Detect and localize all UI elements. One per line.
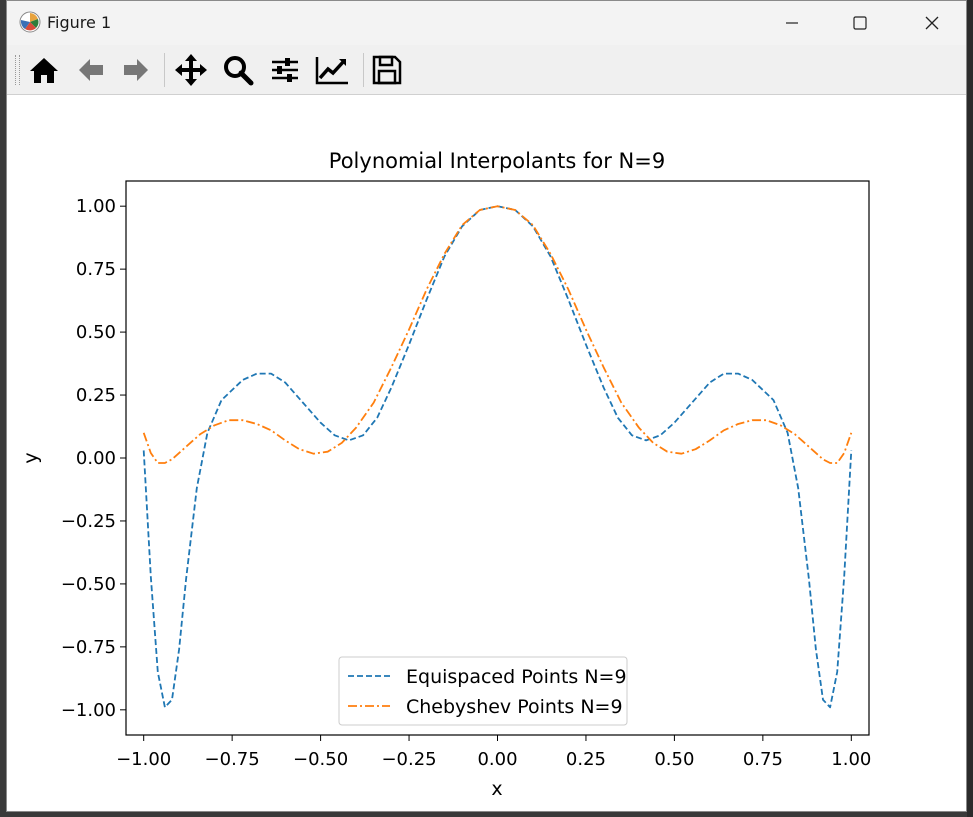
maximize-icon xyxy=(853,16,867,30)
legend-label-chebyshev: Chebyshev Points N=9 xyxy=(406,696,623,718)
x-tick-label: 0.50 xyxy=(654,749,694,770)
window-title: Figure 1 xyxy=(47,13,112,32)
configure-subplots-button[interactable] xyxy=(267,52,303,88)
save-icon xyxy=(372,55,402,85)
edit-axis-button[interactable] xyxy=(314,52,350,88)
edit-axis-icon xyxy=(315,57,348,85)
y-axis-label: y xyxy=(20,452,42,463)
back-icon xyxy=(79,59,103,81)
axes-frame xyxy=(125,180,870,736)
y-tick-label: 0.50 xyxy=(76,322,116,343)
pan-icon xyxy=(175,54,207,86)
y-tick-label: −1.00 xyxy=(61,700,116,721)
configure-subplots-icon xyxy=(272,58,298,82)
close-icon xyxy=(925,16,939,30)
forward-button[interactable] xyxy=(118,52,154,88)
navigation-toolbar xyxy=(7,45,966,95)
matplotlib-app-icon xyxy=(19,11,41,33)
home-button[interactable] xyxy=(26,52,62,88)
zoom-icon xyxy=(224,56,254,86)
forward-icon xyxy=(124,59,148,81)
x-tick-label: 0.75 xyxy=(743,749,783,770)
toolbar-separator xyxy=(363,53,364,87)
series-line-chebyshev xyxy=(142,205,853,464)
legend: Equispaced Points N=9 Chebyshev Points N… xyxy=(338,656,628,726)
pan-button[interactable] xyxy=(173,52,209,88)
x-tick-label: −0.50 xyxy=(293,749,348,770)
zoom-button[interactable] xyxy=(220,52,256,88)
home-icon xyxy=(30,58,58,83)
x-tick-label: −0.25 xyxy=(381,749,436,770)
background-window-edge xyxy=(967,0,973,817)
x-tick-label: 0.00 xyxy=(477,749,517,770)
x-axis: −1.00 −0.75 −0.50 −0.25 0.00 0.25 0.50 0.75 1.00 xyxy=(116,735,871,770)
save-button[interactable] xyxy=(369,52,405,88)
close-button[interactable] xyxy=(897,1,967,45)
title-bar: Figure 1 xyxy=(7,1,966,45)
legend-label-equispaced: Equispaced Points N=9 xyxy=(406,666,627,688)
chart-title: Polynomial Interpolants for N=9 xyxy=(329,149,665,173)
y-tick-label: −0.75 xyxy=(61,637,116,658)
y-tick-label: 1.00 xyxy=(76,196,116,217)
minimize-button[interactable] xyxy=(757,1,827,45)
series-line-equispaced xyxy=(142,205,853,709)
y-tick-label: 0.75 xyxy=(76,259,116,280)
x-tick-label: −0.75 xyxy=(205,749,260,770)
toolbar-grip[interactable] xyxy=(15,55,20,85)
y-tick-label: 0.25 xyxy=(76,385,116,406)
legend-box xyxy=(338,656,628,726)
toolbar-separator xyxy=(164,53,165,87)
y-tick-label: 0.00 xyxy=(76,448,116,469)
back-button[interactable] xyxy=(73,52,109,88)
y-axis: 1.00 0.75 0.50 0.25 0.00 −0.25 −0.50 −0.75 −1.00 xyxy=(61,196,126,721)
x-axis-label: x xyxy=(491,778,502,800)
x-tick-label: −1.00 xyxy=(116,749,171,770)
x-tick-label: 1.00 xyxy=(831,749,871,770)
x-tick-label: 0.25 xyxy=(566,749,606,770)
maximize-button[interactable] xyxy=(825,1,895,45)
plot-area xyxy=(142,205,853,709)
y-tick-label: −0.25 xyxy=(61,511,116,532)
minimize-icon xyxy=(786,22,798,24)
y-tick-label: −0.50 xyxy=(61,574,116,595)
